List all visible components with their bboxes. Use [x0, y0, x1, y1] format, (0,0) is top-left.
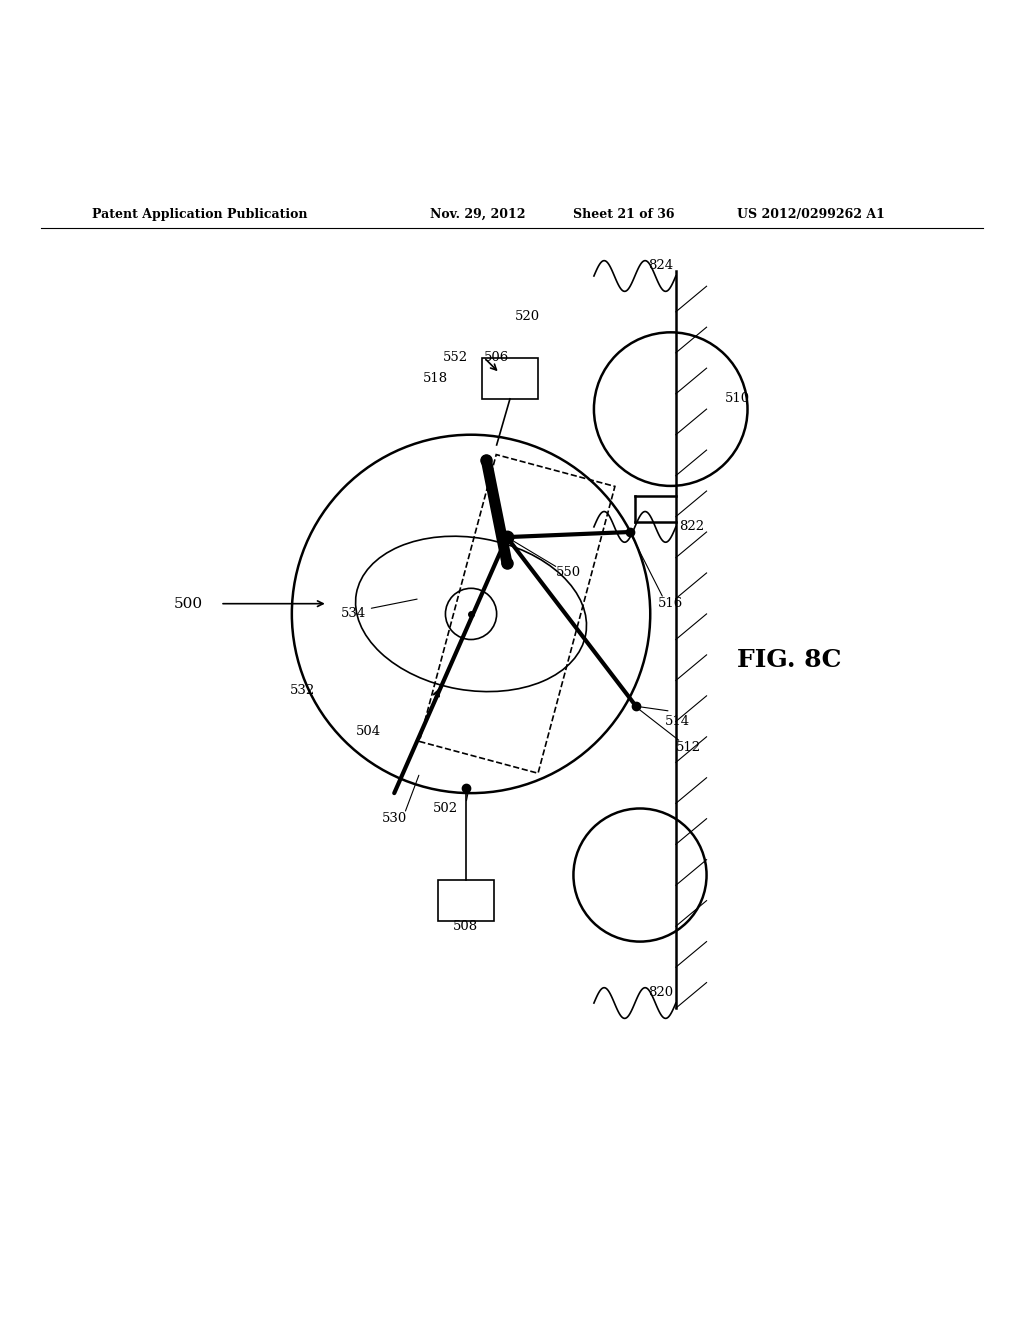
- Text: 532: 532: [290, 684, 314, 697]
- Text: 512: 512: [676, 741, 700, 754]
- Text: 502: 502: [433, 803, 458, 814]
- Text: 552: 552: [443, 351, 468, 364]
- Bar: [438, 880, 494, 921]
- Text: 550: 550: [556, 566, 581, 579]
- Text: 518: 518: [423, 372, 447, 385]
- Text: 510: 510: [725, 392, 750, 405]
- Text: 500: 500: [174, 597, 203, 611]
- Text: Sheet 21 of 36: Sheet 21 of 36: [573, 209, 675, 220]
- Text: US 2012/0299262 A1: US 2012/0299262 A1: [737, 209, 885, 220]
- Text: 520: 520: [515, 310, 540, 323]
- Text: Nov. 29, 2012: Nov. 29, 2012: [430, 209, 525, 220]
- Text: 506: 506: [484, 351, 509, 364]
- Text: 534: 534: [341, 607, 366, 620]
- Text: 822: 822: [679, 520, 703, 533]
- Text: 824: 824: [648, 259, 673, 272]
- Text: 504: 504: [356, 725, 381, 738]
- Text: 530: 530: [382, 812, 407, 825]
- Bar: [420, 454, 614, 774]
- Text: 514: 514: [666, 715, 690, 727]
- Text: Patent Application Publication: Patent Application Publication: [92, 209, 307, 220]
- Text: 508: 508: [454, 920, 478, 933]
- Text: 820: 820: [648, 986, 673, 999]
- Text: FIG. 8C: FIG. 8C: [737, 648, 842, 672]
- Bar: [481, 358, 539, 399]
- Text: 516: 516: [658, 597, 683, 610]
